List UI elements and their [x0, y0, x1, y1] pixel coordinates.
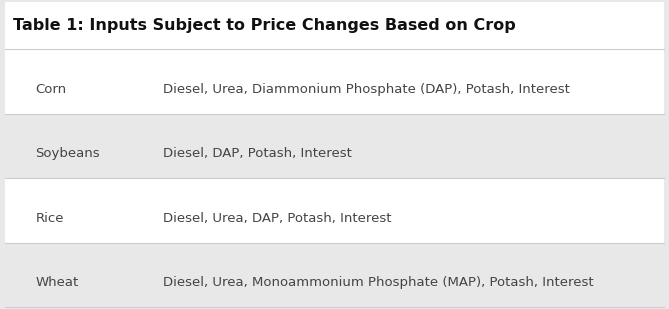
Text: Diesel, DAP, Potash, Interest: Diesel, DAP, Potash, Interest — [163, 147, 351, 160]
Text: Diesel, Urea, Monoammonium Phosphate (MAP), Potash, Interest: Diesel, Urea, Monoammonium Phosphate (MA… — [163, 277, 593, 290]
Text: Rice: Rice — [35, 212, 64, 225]
Bar — [5, 114, 664, 178]
Bar — [5, 178, 664, 243]
Text: Diesel, Urea, DAP, Potash, Interest: Diesel, Urea, DAP, Potash, Interest — [163, 212, 391, 225]
Text: Soybeans: Soybeans — [35, 147, 100, 160]
Text: Table 1: Inputs Subject to Price Changes Based on Crop: Table 1: Inputs Subject to Price Changes… — [13, 18, 516, 33]
Text: Diesel, Urea, Diammonium Phosphate (DAP), Potash, Interest: Diesel, Urea, Diammonium Phosphate (DAP)… — [163, 83, 569, 96]
Bar — [5, 2, 664, 49]
Bar — [5, 49, 664, 114]
Bar — [5, 243, 664, 307]
Text: Wheat: Wheat — [35, 277, 79, 290]
Text: Corn: Corn — [35, 83, 67, 96]
